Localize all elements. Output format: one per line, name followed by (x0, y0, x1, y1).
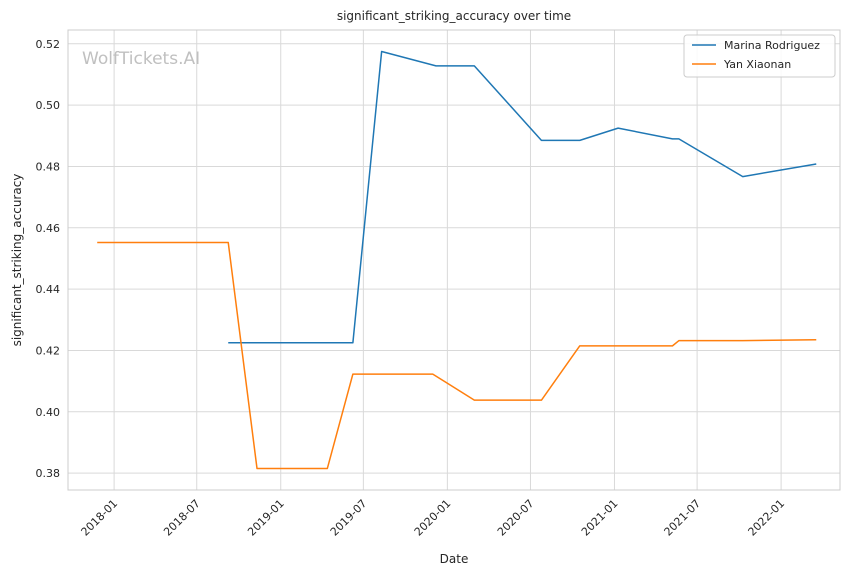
grid (68, 30, 840, 490)
watermark: WolfTickets.AI (82, 49, 200, 69)
y-tick-label: 0.44 (36, 283, 61, 296)
y-tick-label: 0.40 (36, 406, 61, 419)
series (97, 50, 817, 470)
y-axis-label: significant_striking_accuracy (10, 174, 24, 347)
y-tick-label: 0.48 (36, 160, 61, 173)
y-tick-label: 0.52 (36, 38, 61, 51)
y-tick-label: 0.42 (36, 344, 61, 357)
legend-label-marina-rodriguez: Marina Rodriguez (724, 39, 820, 52)
y-tick-label: 0.46 (36, 222, 61, 235)
legend-label-yan-xiaonan: Yan Xiaonan (723, 58, 791, 71)
y-tick-labels: 0.38 0.40 0.42 0.44 0.46 0.48 0.50 0.52 (36, 38, 61, 480)
series-line-yan-xiaonan (97, 241, 817, 470)
x-axis-label: Date (440, 552, 469, 566)
chart-title: significant_striking_accuracy over time (337, 9, 571, 23)
legend-box (683, 34, 836, 78)
y-tick-label: 0.50 (36, 99, 61, 112)
plot-area-frame (67, 29, 841, 491)
y-tick-label: 0.38 (36, 467, 61, 480)
legend: Marina Rodriguez Yan Xiaonan (683, 34, 836, 78)
series-line-marina-rodriguez (228, 50, 817, 344)
